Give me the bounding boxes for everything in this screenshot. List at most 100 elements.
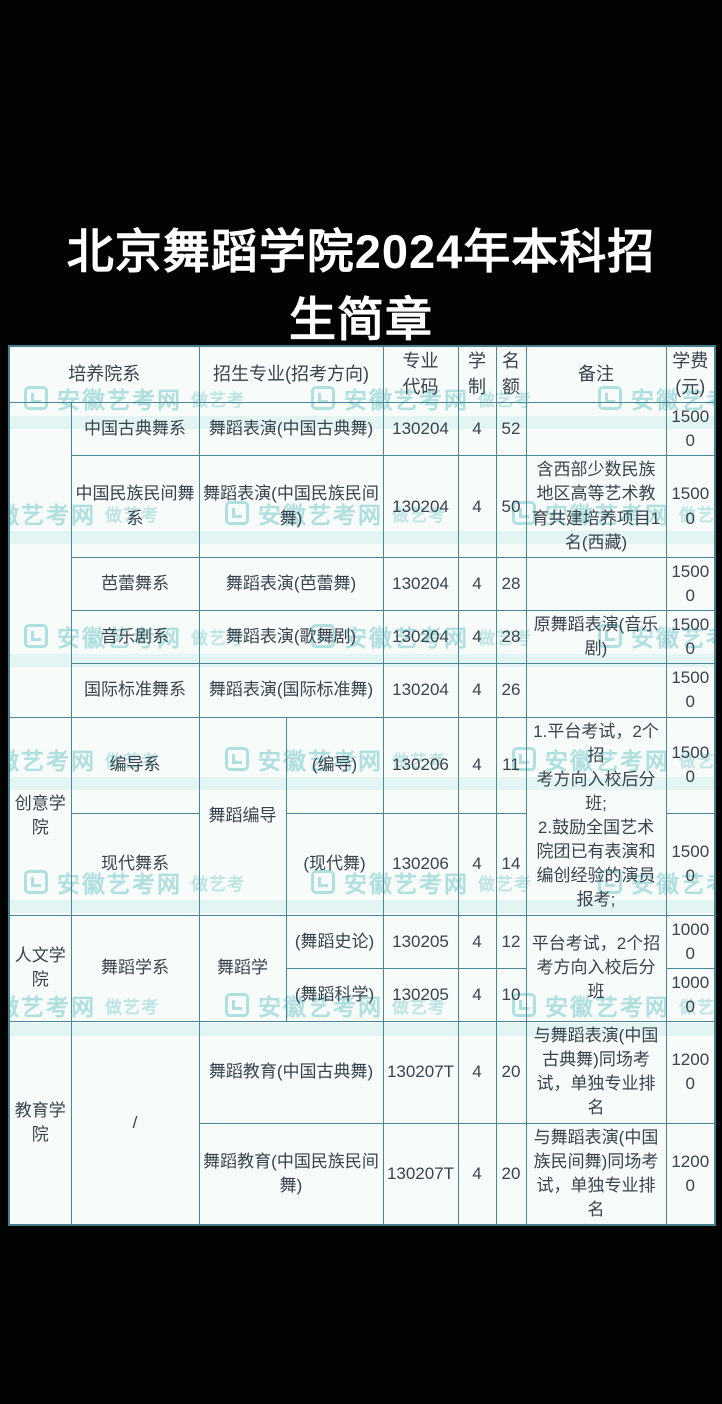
header-years: 学 制 (457, 345, 497, 404)
remark-cell (525, 663, 667, 718)
years-cell: 4 (457, 716, 497, 814)
code-cell: 130207T (382, 1122, 459, 1226)
code-cell: 130206 (382, 812, 459, 916)
table-row: 音乐剧系 舞蹈表演(歌舞剧) 130204 4 28 原舞蹈表演(音乐剧) 15… (9, 610, 716, 665)
dept-cell: 编导系 (70, 716, 200, 814)
quota-cell: 50 (495, 455, 527, 558)
table-header-row: 培养院系 招生专业(招考方向) 专业 代码 学 制 名 额 备注 学费 (元) (8, 345, 716, 404)
table-row: 创意学院 编导系 舞蹈编导 (编导) 130206 4 11 1.平台考试，2个… (8, 716, 716, 916)
years-cell: 4 (457, 967, 497, 1023)
major-cell: 舞蹈教育(中国古典舞) (198, 1021, 384, 1124)
table-row: 芭蕾舞系 舞蹈表演(芭蕾舞) 130204 4 28 15000 (9, 556, 716, 612)
header-remark: 备注 (525, 345, 667, 404)
quota-cell: 14 (495, 812, 527, 916)
fee-cell: 12000 (665, 1122, 716, 1226)
code-cell: 130205 (382, 967, 459, 1023)
college-cell (8, 402, 72, 718)
quota-cell: 28 (495, 556, 527, 612)
header-major: 招生专业(招考方向) (198, 345, 384, 404)
quota-cell: 20 (495, 1021, 527, 1124)
table-row: (舞蹈科学) 130205 4 10 10000 (9, 967, 716, 1023)
header-quota: 名 额 (495, 345, 527, 404)
major-direction-cell: (编导) (285, 716, 384, 814)
major-cell: 舞蹈表演(国际标准舞) (198, 663, 384, 718)
admissions-table: 培养院系 招生专业(招考方向) 专业 代码 学 制 名 额 备注 学费 (元) … (8, 345, 716, 1227)
college-cell: 创意学院 (8, 716, 72, 916)
years-cell: 4 (457, 556, 497, 612)
remark-cell: 平台考试，2个招考方向入校后分班 (525, 914, 667, 1023)
quota-cell: 11 (495, 716, 527, 814)
dept-cell: 现代舞系 (70, 812, 200, 916)
header-college: 培养院系 (8, 345, 200, 404)
dept-cell: 芭蕾舞系 (70, 556, 200, 612)
major-cell: 舞蹈表演(中国民族民间舞) (198, 455, 384, 558)
remark-cell: 1.平台考试，2个招 考方向入校后分班; 2.鼓励全国艺术院团已有表演和编创经验… (525, 716, 667, 916)
quota-cell: 12 (495, 914, 527, 969)
major-group-cell: 舞蹈编导 (198, 716, 287, 916)
major-cell: 舞蹈表演(中国古典舞) (198, 402, 384, 457)
remark-cell: 与舞蹈表演(中国古典舞)同场考试，单独专业排名 (525, 1021, 667, 1124)
remark-cell (525, 556, 667, 612)
table-row: 舞蹈教育(中国民族民间舞) 130207T 4 20 与舞蹈表演(中国族民间舞)… (9, 1122, 716, 1226)
code-cell: 130204 (382, 455, 459, 558)
table-row: 中国民族民间舞系 舞蹈表演(中国民族民间舞) 130204 4 50 含西部少数… (9, 455, 716, 558)
quota-cell: 52 (495, 402, 527, 457)
years-cell: 4 (457, 663, 497, 718)
table-row: 国际标准舞系 舞蹈表演(国际标准舞) 130204 4 26 15000 (9, 663, 716, 718)
dept-cell: 国际标准舞系 (70, 663, 200, 718)
dept-cell: 音乐剧系 (70, 610, 200, 665)
header-fee: 学费 (元) (665, 345, 716, 404)
dept-cell: 舞蹈学系 (70, 914, 200, 1023)
years-cell: 4 (457, 455, 497, 558)
header-code: 专业 代码 (382, 345, 459, 404)
years-cell: 4 (457, 402, 497, 457)
major-cell: 舞蹈表演(歌舞剧) (198, 610, 384, 665)
fee-cell: 15000 (665, 402, 716, 457)
fee-cell: 10000 (665, 967, 716, 1023)
page-title: 北京舞蹈学院2024年本科招 生简章 (66, 225, 656, 346)
dept-cell: / (70, 1021, 200, 1226)
years-cell: 4 (457, 914, 497, 969)
fee-cell: 15000 (665, 812, 716, 916)
quota-cell: 20 (495, 1122, 527, 1226)
quota-cell: 28 (495, 610, 527, 665)
code-cell: 130204 (382, 402, 459, 457)
college-cell: 人文学院 (8, 914, 72, 1023)
code-cell: 130205 (382, 914, 459, 969)
quota-cell: 10 (495, 967, 527, 1023)
table-row: 中国古典舞系 舞蹈表演(中国古典舞) 130204 4 52 15000 (8, 402, 716, 718)
remark-cell: 含西部少数民族地区高等艺术教育共建培养项目1名(西藏) (525, 455, 667, 558)
table-row: 教育学院 / 舞蹈教育(中国古典舞) 130207T 4 20 与舞蹈表演(中国… (8, 1021, 716, 1226)
remark-cell: 原舞蹈表演(音乐剧) (525, 610, 667, 665)
code-cell: 130204 (382, 556, 459, 612)
fee-cell: 10000 (665, 914, 716, 969)
fee-cell: 15000 (665, 716, 716, 814)
major-direction-cell: (舞蹈科学) (285, 967, 384, 1023)
dept-cell: 中国古典舞系 (70, 402, 200, 457)
major-direction-cell: (舞蹈史论) (285, 914, 384, 969)
dept-cell: 中国民族民间舞系 (70, 455, 200, 558)
college-cell: 教育学院 (8, 1021, 72, 1226)
fee-cell: 12000 (665, 1021, 716, 1124)
remark-cell: 与舞蹈表演(中国族民间舞)同场考试，单独专业排名 (525, 1122, 667, 1226)
major-group-cell: 舞蹈学 (198, 914, 287, 1023)
years-cell: 4 (457, 1021, 497, 1124)
remark-cell (525, 402, 667, 457)
years-cell: 4 (457, 610, 497, 665)
major-cell: 舞蹈表演(芭蕾舞) (198, 556, 384, 612)
major-cell: 舞蹈教育(中国民族民间舞) (198, 1122, 384, 1226)
years-cell: 4 (457, 1122, 497, 1226)
fee-cell: 15000 (665, 610, 716, 665)
quota-cell: 26 (495, 663, 527, 718)
table-row: 人文学院 舞蹈学系 舞蹈学 (舞蹈史论) 130205 4 12 平台考试，2个… (8, 914, 716, 1023)
code-cell: 130204 (382, 610, 459, 665)
major-direction-cell: (现代舞) (285, 812, 384, 916)
code-cell: 130204 (382, 663, 459, 718)
years-cell: 4 (457, 812, 497, 916)
fee-cell: 15000 (665, 455, 716, 558)
fee-cell: 15000 (665, 556, 716, 612)
code-cell: 130206 (382, 716, 459, 814)
fee-cell: 15000 (665, 663, 716, 718)
